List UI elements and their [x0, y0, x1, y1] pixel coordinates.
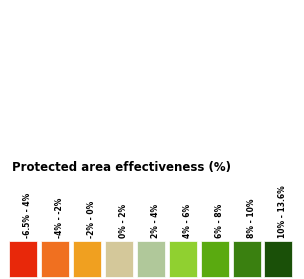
Bar	[105, 240, 133, 276]
Bar	[169, 240, 197, 276]
Text: 0% - 2%: 0% - 2%	[119, 204, 128, 238]
Bar	[73, 240, 101, 276]
Bar	[41, 240, 69, 276]
Text: 4% - 6%: 4% - 6%	[183, 204, 192, 238]
Text: 8% - 10%: 8% - 10%	[247, 199, 256, 238]
Bar	[137, 240, 165, 276]
Text: 6% - 8%: 6% - 8%	[215, 204, 224, 238]
Text: -2% - 0%: -2% - 0%	[87, 201, 96, 238]
Bar	[9, 240, 37, 276]
Bar	[264, 240, 292, 276]
Text: 2% - 4%: 2% - 4%	[151, 204, 160, 238]
Text: 10% - 13.6%: 10% - 13.6%	[278, 186, 288, 238]
Bar	[233, 240, 261, 276]
Text: -6.5% - 4%: -6.5% - 4%	[23, 193, 32, 238]
Text: Protected area effectiveness (%): Protected area effectiveness (%)	[12, 162, 231, 174]
Bar	[201, 240, 229, 276]
Text: -4% - -2%: -4% - -2%	[55, 198, 64, 238]
